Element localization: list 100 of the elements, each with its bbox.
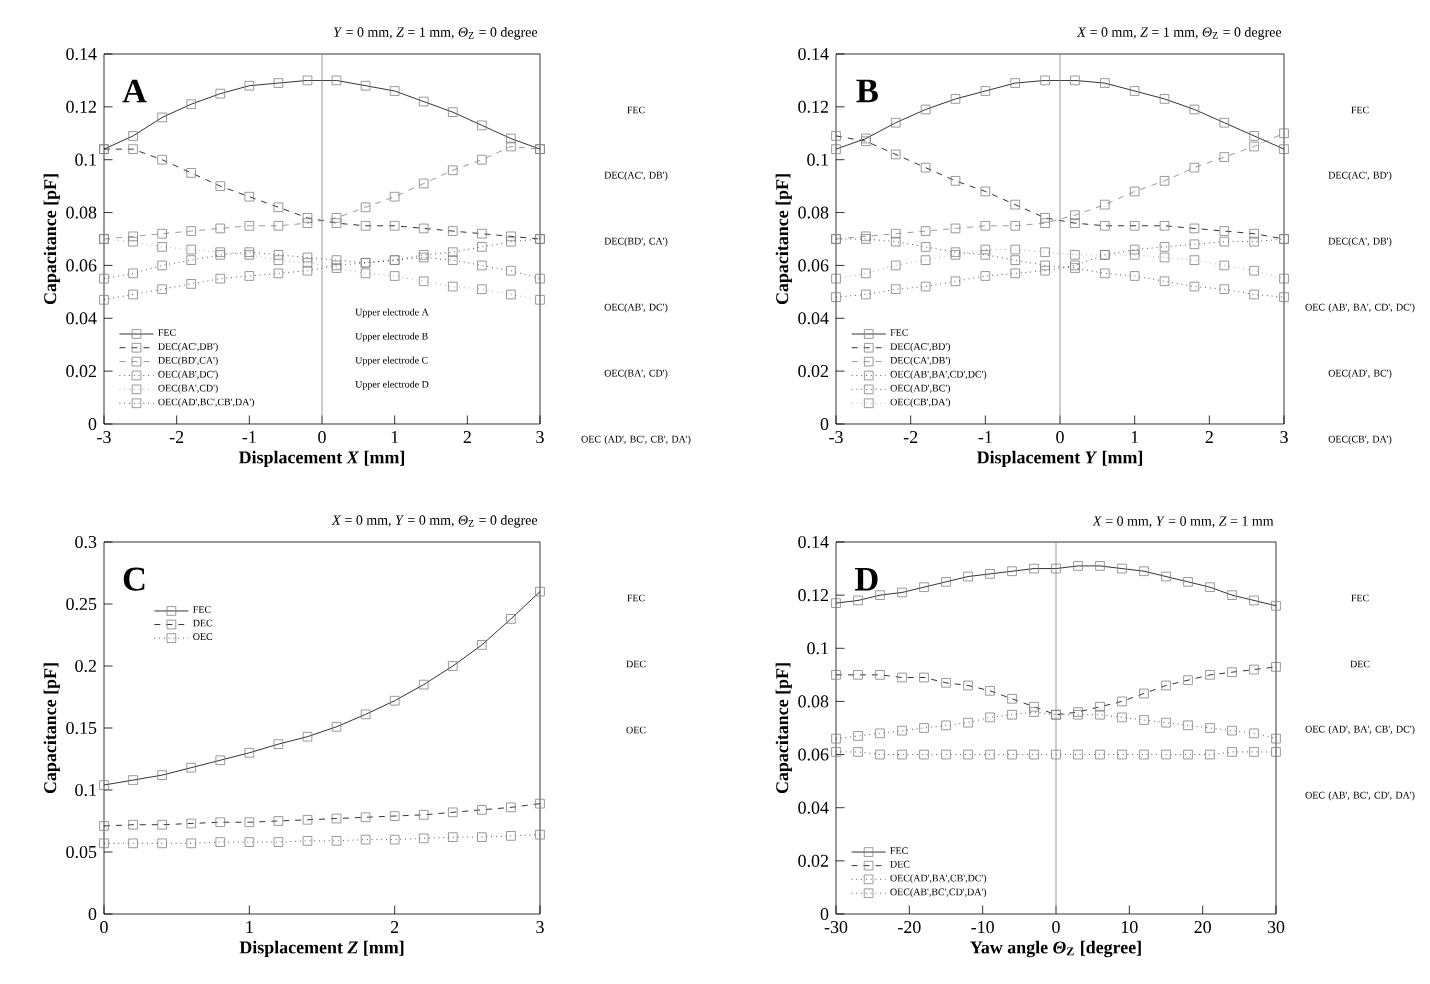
point	[920, 255, 931, 265]
point	[506, 289, 516, 300]
point	[418, 276, 429, 287]
x-tick-label: 1	[246, 921, 253, 933]
point	[273, 255, 284, 265]
point	[890, 260, 901, 271]
y-tick-label: 0.25	[66, 597, 97, 611]
point	[980, 221, 991, 231]
y-tick-label: 0.06	[798, 748, 829, 761]
point	[1219, 152, 1230, 162]
x-tick-label: 30	[1267, 921, 1285, 934]
y-tick-label: 0.14	[66, 47, 97, 61]
y-tick-label: 0.04	[66, 312, 97, 325]
y-tick-label: 0	[820, 907, 829, 921]
point	[302, 218, 313, 228]
y-tick-label: 0.15	[66, 721, 97, 735]
x-tick-label: 2	[463, 431, 471, 443]
x-axis-title: Displacement Y [mm]	[976, 450, 1143, 468]
point	[157, 242, 167, 252]
point	[1249, 141, 1259, 152]
y-tick-label: 0.14	[798, 47, 829, 61]
x-tick-label: -3	[829, 431, 843, 444]
x-tick-label: -3	[97, 431, 111, 444]
y-axis-title: Capacitance [pF]	[775, 663, 792, 794]
y-tick-label: 0	[820, 417, 829, 431]
point	[1070, 250, 1080, 260]
point	[128, 231, 138, 242]
y-axis-title: Capacitance [pF]	[43, 663, 60, 794]
point	[1159, 252, 1170, 263]
x-tick-label: 2	[390, 921, 399, 933]
point	[1279, 128, 1289, 139]
y-tick-label: 0.08	[66, 206, 97, 219]
point	[186, 226, 196, 236]
annotation: C	[123, 567, 145, 591]
y-tick-label: 0.12	[66, 100, 96, 113]
y-axis-title: Capacitance [pF]	[43, 174, 60, 305]
x-tick-label: -20	[898, 921, 921, 934]
point	[506, 141, 516, 152]
point	[418, 178, 429, 189]
annotation: A	[122, 79, 147, 103]
x-tick-label: 0	[318, 431, 326, 444]
point	[360, 268, 371, 279]
point	[273, 221, 284, 231]
point	[950, 223, 961, 234]
point	[1010, 244, 1020, 255]
point	[128, 236, 138, 247]
x-tick-label: 20	[1194, 921, 1211, 934]
y-tick-label: 0.04	[798, 801, 829, 814]
x-axis-title: Displacement X [mm]	[238, 450, 405, 468]
point	[1279, 273, 1289, 284]
point	[448, 281, 458, 292]
y-tick-label: 0.08	[798, 695, 829, 708]
point	[1129, 250, 1140, 260]
point	[1219, 260, 1230, 271]
y-tick-label: 0.1	[75, 153, 96, 166]
x-tick-label: 3	[536, 921, 544, 934]
point	[302, 258, 313, 268]
point	[980, 244, 991, 255]
x-tick-label: -1	[978, 431, 992, 443]
point	[890, 228, 901, 239]
y-tick-label: 0.1	[807, 153, 828, 166]
y-tick-label: 0.06	[798, 259, 829, 272]
point	[157, 228, 167, 239]
point	[1010, 221, 1020, 231]
point	[389, 191, 400, 202]
y-tick-label: 0.2	[75, 659, 96, 673]
y-tick-label: 0.1	[807, 642, 828, 655]
point	[477, 284, 487, 294]
x-tick-label: 2	[1205, 431, 1213, 443]
point	[186, 244, 196, 255]
x-tick-label: 3	[1280, 431, 1288, 444]
point	[389, 271, 400, 281]
point	[1189, 255, 1200, 265]
point	[861, 268, 871, 279]
x-axis-title: Yaw angle Θ$_{Z}$ [degree]	[970, 940, 1141, 958]
annotation: D	[854, 567, 878, 591]
point	[1129, 186, 1140, 197]
point	[831, 273, 841, 284]
point	[1040, 247, 1050, 257]
y-tick-label: 0.08	[798, 206, 829, 219]
x-tick-label: 0	[1052, 921, 1060, 934]
point	[477, 154, 487, 165]
y-tick-label: 0	[88, 907, 97, 921]
x-tick-label: 0	[1056, 431, 1064, 444]
x-tick-label: 1	[1131, 431, 1139, 443]
x-tick-label: 1	[391, 431, 399, 443]
x-tick-label: 0	[100, 921, 108, 934]
x-tick-label: -2	[903, 431, 918, 443]
y-tick-label: 0.02	[66, 365, 96, 378]
point	[448, 165, 458, 176]
point	[920, 226, 931, 236]
y-axis-title: Capacitance [pF]	[775, 174, 792, 305]
x-tick-label: -30	[824, 921, 848, 934]
x-tick-label: 10	[1121, 921, 1138, 934]
point	[1100, 199, 1110, 210]
point	[1159, 176, 1170, 186]
y-tick-label: 0.06	[66, 259, 97, 272]
point	[215, 223, 226, 234]
x-tick-label: -10	[971, 921, 994, 934]
point	[244, 221, 255, 231]
